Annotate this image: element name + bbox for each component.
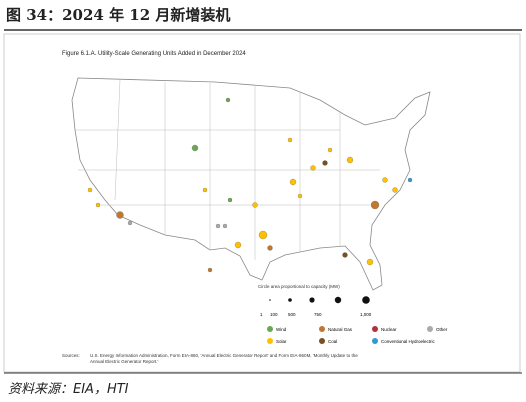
size-legend: Circle area proportional to capacity (MW… xyxy=(258,284,372,317)
size-label: 100 xyxy=(270,312,278,317)
legend-label: Coal xyxy=(328,339,337,344)
plant-dots xyxy=(87,97,413,273)
legend-label: Natural Gas xyxy=(328,327,353,332)
state-lines xyxy=(75,79,380,260)
sources-label: Sources: xyxy=(62,353,80,358)
size-legend-title: Circle area proportional to capacity (MW… xyxy=(258,284,340,289)
figure-title: Figure 6.1.A. Utility-Scale Generating U… xyxy=(62,51,246,57)
us-outline xyxy=(71,77,431,291)
legend-label: Wind xyxy=(276,327,287,332)
size-label: 750 xyxy=(314,312,322,317)
legend-label: Solar xyxy=(276,339,287,344)
size-label: 500 xyxy=(288,312,296,317)
sources-text: Annual Electric Generator Report.' xyxy=(90,359,159,364)
sources-text: U.S. Energy Information Administration, … xyxy=(90,353,358,358)
legend: Wind Natural Gas Nuclear Other Solar Coa… xyxy=(267,326,448,344)
size-label: 1 xyxy=(260,312,263,317)
legend-label: Nuclear xyxy=(381,327,397,332)
header-title: 图 34：2024 年 12 月新增装机 xyxy=(6,6,231,24)
footer-source: 资料来源：EIA，HTI xyxy=(8,382,129,397)
legend-label: Other xyxy=(436,327,448,332)
size-label: 1,000 xyxy=(360,312,372,317)
legend-label: Conventional Hydroelectric xyxy=(381,339,436,344)
